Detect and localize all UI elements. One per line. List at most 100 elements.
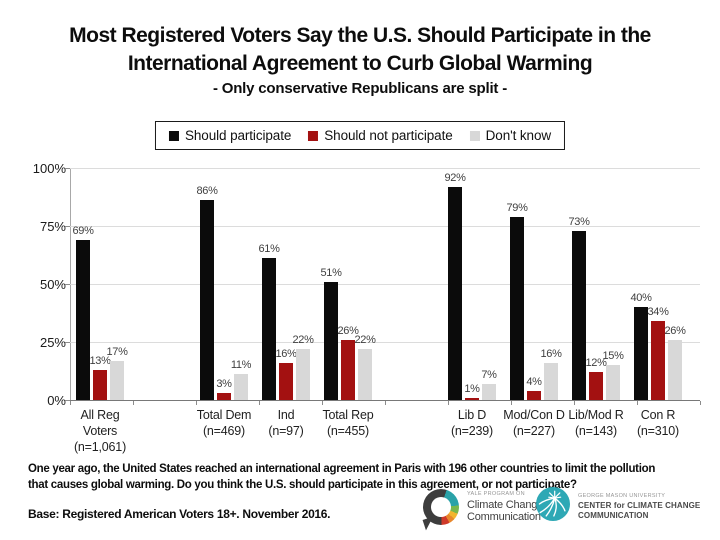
chart-bar xyxy=(358,348,372,400)
legend-swatch-black xyxy=(168,130,179,141)
legend: Should participate Should not participat… xyxy=(154,121,566,150)
x-axis-tick-mark xyxy=(448,401,449,405)
chart-bar xyxy=(527,390,541,400)
bar-value-label: 51% xyxy=(320,266,342,279)
chart-bar xyxy=(448,186,462,400)
gridline xyxy=(70,284,700,285)
bar-value-label: 3% xyxy=(216,378,232,391)
chart-bar xyxy=(279,362,293,400)
survey-question-text: One year ago, the United States reached … xyxy=(28,461,655,493)
yale-logo-text: YALE PROGRAM ON Climate Change Communica… xyxy=(467,491,543,524)
bar-value-label: 92% xyxy=(444,171,466,184)
chart-bar xyxy=(572,230,586,400)
y-axis-tick-mark xyxy=(65,168,70,169)
gmu-logo-text: GEORGE MASON UNIVERSITY CENTER for CLIMA… xyxy=(578,493,700,521)
y-axis-tick-mark xyxy=(65,342,70,343)
y-axis-tick-label: 25% xyxy=(39,335,66,350)
x-axis-tick-mark xyxy=(574,401,575,405)
legend-label: Should participate xyxy=(184,128,292,143)
category-label-line: (n=310) xyxy=(636,424,680,438)
x-axis-tick-mark xyxy=(700,401,701,405)
question-line1: One year ago, the United States reached … xyxy=(28,463,656,475)
x-axis-tick-mark xyxy=(259,401,260,405)
category-label-line: (n=227) xyxy=(512,424,556,438)
yale-line2: Communication xyxy=(467,511,541,523)
gmu-university-label: GEORGE MASON UNIVERSITY xyxy=(578,492,666,499)
category-label-line: Con R xyxy=(640,408,676,422)
chart-bar xyxy=(341,339,355,400)
x-axis-tick-mark xyxy=(511,401,512,405)
bar-value-label: 15% xyxy=(602,350,624,363)
bar-value-label: 4% xyxy=(526,375,542,388)
bar-value-label: 17% xyxy=(106,345,128,358)
gridline xyxy=(70,226,700,227)
category-label: Total Dem (n=469) xyxy=(174,407,274,439)
x-axis-tick-mark xyxy=(637,401,638,405)
legend-swatch-red xyxy=(308,130,319,141)
chart-bar xyxy=(200,200,214,400)
category-label-line: Total Rep xyxy=(322,408,374,422)
bar-value-label: 7% xyxy=(481,368,497,381)
chart-bar xyxy=(668,339,682,400)
chart-subtitle: - Only conservative Republicans are spli… xyxy=(212,80,507,97)
yale-program-on-label: YALE PROGRAM ON xyxy=(467,490,525,497)
category-label-line: All Reg xyxy=(80,408,120,422)
x-axis-tick-mark xyxy=(322,401,323,405)
category-label: All Reg Voters (n=1,061) xyxy=(50,407,150,455)
chart-bar xyxy=(465,397,479,400)
legend-item-should-participate: Should participate xyxy=(168,128,292,143)
chart-bar xyxy=(234,374,248,400)
y-axis-tick-mark xyxy=(65,284,70,285)
yale-logo-icon xyxy=(422,489,459,531)
chart-title-line1: Most Registered Voters Say the U.S. Shou… xyxy=(69,24,651,47)
chart-bar xyxy=(76,239,90,400)
category-label-line: (n=143) xyxy=(574,424,618,438)
gmu-line1: CENTER for CLIMATE CHANGE xyxy=(578,500,701,510)
gridline xyxy=(70,168,700,169)
chart-title-line2: International Agreement to Curb Global W… xyxy=(127,52,593,75)
bar-value-label: 86% xyxy=(196,185,218,198)
x-axis-tick-mark xyxy=(133,401,134,405)
yale-program-logo: YALE PROGRAM ON Climate Change Communica… xyxy=(422,489,543,531)
bar-value-label: 13% xyxy=(89,354,111,367)
bar-value-label: 16% xyxy=(275,347,297,360)
legend-swatch-gray xyxy=(469,130,480,141)
category-label-line: (n=455) xyxy=(326,424,370,438)
bar-value-label: 12% xyxy=(585,357,607,370)
plot-area: 69% 13% 17% 86% 3% 11% 61% 16% 22% 51% 26% 22% 92% 1%… xyxy=(70,168,700,400)
chart-bar xyxy=(651,321,665,400)
chart-bar xyxy=(296,348,310,400)
bar-value-label: 26% xyxy=(664,324,686,337)
category-label-line: Mod/Con D xyxy=(503,408,565,422)
category-label: Lib D (n=239) xyxy=(422,407,522,439)
gridline xyxy=(70,342,700,343)
bar-value-label: 22% xyxy=(354,333,376,346)
gmu-logo-icon xyxy=(536,487,570,526)
legend-item-dont-know: Don't know xyxy=(469,128,551,143)
chart-bar xyxy=(510,216,524,400)
chart-bar xyxy=(217,393,231,400)
question-line2: that causes global warming. Do you think… xyxy=(28,479,577,491)
bar-value-label: 34% xyxy=(647,306,669,319)
bar-value-label: 69% xyxy=(72,224,94,237)
bar-value-label: 16% xyxy=(540,347,562,360)
category-label-line: (n=97) xyxy=(268,424,304,438)
y-axis-tick-label: 0% xyxy=(47,393,66,408)
base-text: Base: Registered American Voters 18+. No… xyxy=(28,507,331,521)
chart-bar xyxy=(110,360,124,400)
y-axis-tick-label: 50% xyxy=(39,277,66,292)
gmu-center-logo: GEORGE MASON UNIVERSITY CENTER for CLIMA… xyxy=(536,487,700,526)
chart-bar xyxy=(544,362,558,400)
y-axis-tick-mark xyxy=(65,400,70,401)
chart-title: Most Registered Voters Say the U.S. Shou… xyxy=(0,22,720,78)
category-label-line: Lib D xyxy=(457,408,487,422)
category-label: Total Rep (n=455) xyxy=(298,407,398,439)
gmu-line2: COMMUNICATION xyxy=(578,510,649,520)
chart-bar xyxy=(634,307,648,400)
legend-item-should-not-participate: Should not participate xyxy=(308,128,453,143)
bar-value-label: 1% xyxy=(464,382,480,395)
bar-value-label: 40% xyxy=(630,292,652,305)
category-label-line: (n=239) xyxy=(450,424,494,438)
